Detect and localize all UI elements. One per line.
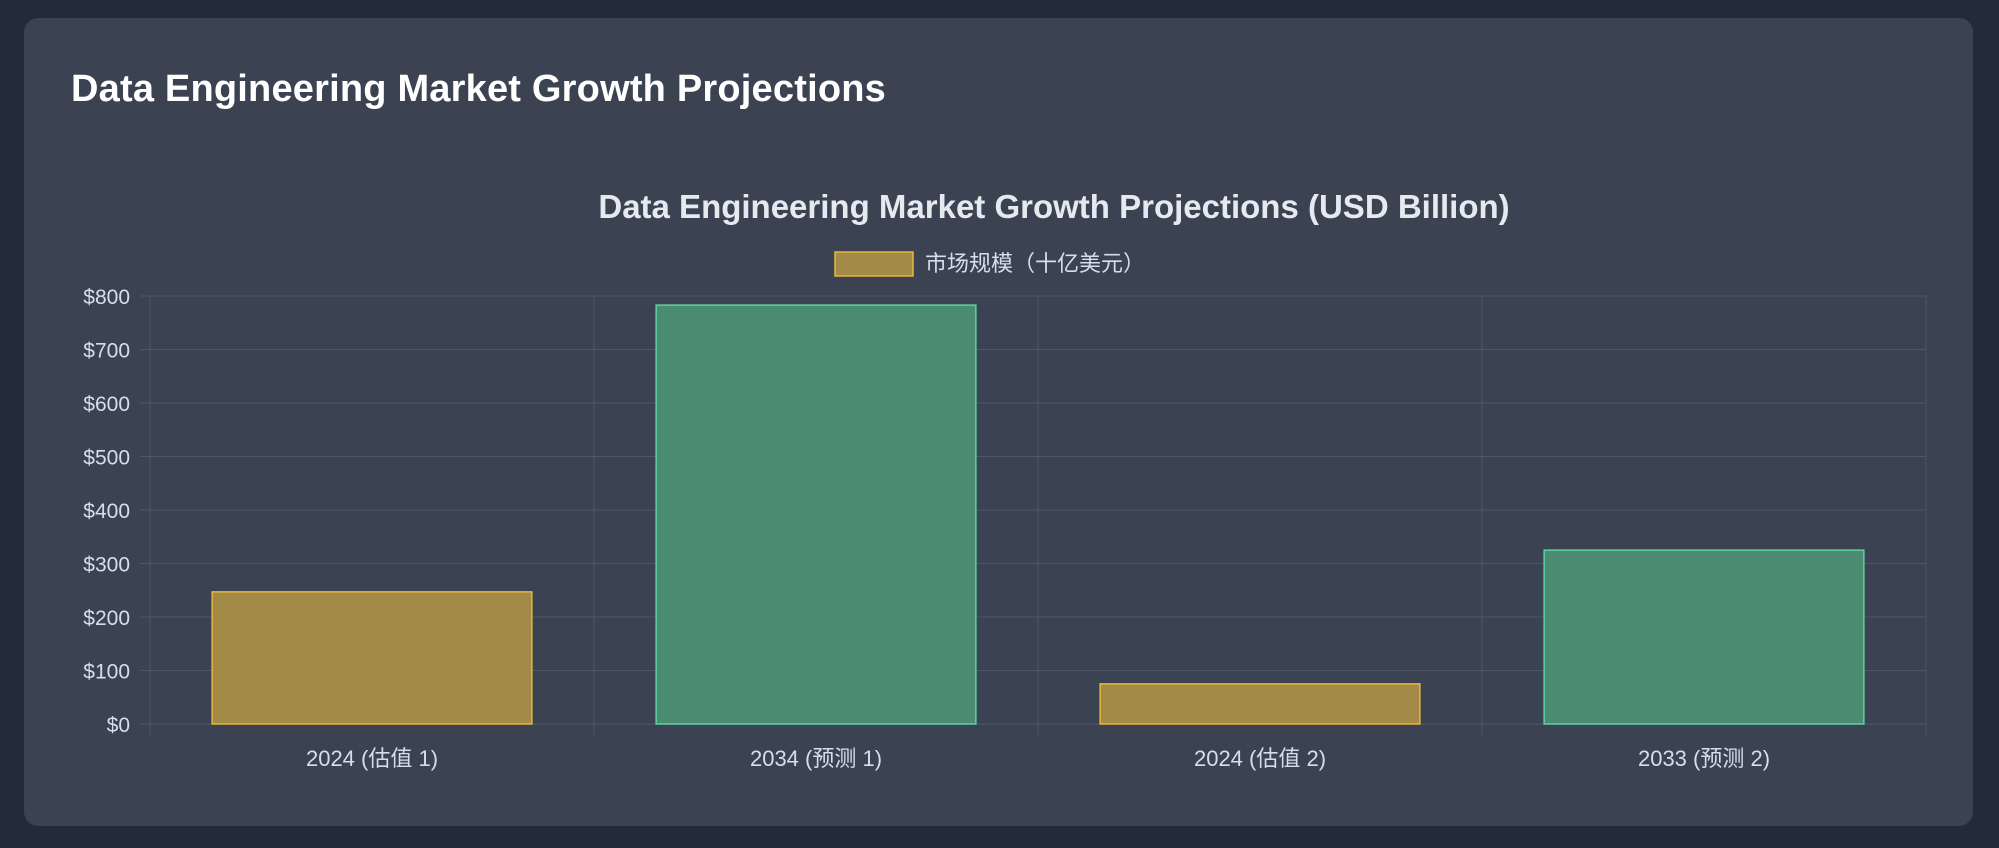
x-tick-label: 2034 (预测 1) xyxy=(750,746,882,771)
y-tick-label: $100 xyxy=(83,661,130,684)
y-tick-label: $200 xyxy=(83,607,130,630)
y-tick-label: $500 xyxy=(83,447,130,470)
page-title: Data Engineering Market Growth Projectio… xyxy=(71,68,886,110)
y-tick-label: $400 xyxy=(83,500,130,523)
y-tick-label: $700 xyxy=(83,340,130,363)
y-tick-label: $300 xyxy=(83,554,130,577)
x-tick-label: 2024 (估值 1) xyxy=(306,746,438,771)
x-tick-label: 2033 (预测 2) xyxy=(1638,746,1770,771)
legend-label: 市场规模（十亿美元） xyxy=(925,251,1145,276)
legend-swatch xyxy=(834,251,914,277)
bar xyxy=(211,591,533,725)
bar-chart: Data Engineering Market Growth Projectio… xyxy=(83,188,1927,771)
chart-title: Data Engineering Market Growth Projectio… xyxy=(598,188,1509,225)
y-tick-label: $600 xyxy=(83,393,130,416)
chart-card: Data Engineering Market Growth Projectio… xyxy=(24,18,1973,826)
x-tick-label: 2024 (估值 2) xyxy=(1194,746,1326,771)
bar xyxy=(1099,683,1421,725)
bar xyxy=(1543,549,1865,725)
y-tick-label: $800 xyxy=(83,286,130,309)
bar xyxy=(655,304,977,725)
y-tick-label: $0 xyxy=(107,714,130,737)
